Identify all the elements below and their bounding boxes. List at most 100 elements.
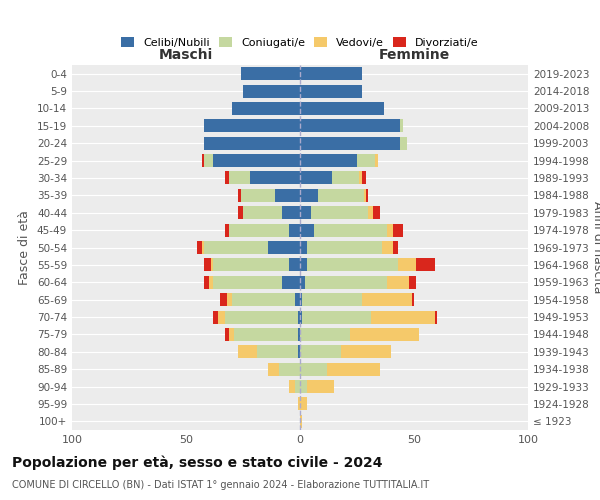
Bar — [211, 258, 214, 272]
Bar — [234, 328, 298, 341]
Bar — [350, 328, 419, 341]
Bar — [280, 362, 300, 376]
Bar — [300, 328, 350, 341]
Bar — [197, 241, 202, 254]
Bar — [300, 362, 328, 376]
Bar — [268, 362, 280, 376]
Bar — [214, 154, 300, 167]
Bar — [394, 224, 403, 236]
Bar — [398, 258, 416, 272]
Bar — [332, 172, 359, 184]
Bar — [218, 310, 225, 324]
Y-axis label: Fasce di età: Fasce di età — [19, 210, 31, 285]
Text: COMUNE DI CIRCELLO (BN) - Dati ISTAT 1° gennaio 2024 - Elaborazione TUTTITALIA.I: COMUNE DI CIRCELLO (BN) - Dati ISTAT 1° … — [12, 480, 429, 490]
Text: Maschi: Maschi — [159, 48, 213, 62]
Bar — [300, 154, 357, 167]
Y-axis label: Anni di nascita: Anni di nascita — [590, 201, 600, 294]
Bar — [295, 380, 300, 393]
Bar — [204, 241, 268, 254]
Bar — [386, 276, 409, 289]
Bar — [241, 67, 300, 80]
Bar — [416, 258, 434, 272]
Bar — [314, 224, 386, 236]
Bar — [229, 172, 250, 184]
Bar — [289, 224, 300, 236]
Bar — [302, 293, 362, 306]
Bar — [227, 293, 232, 306]
Bar — [300, 136, 400, 149]
Bar — [300, 84, 362, 98]
Bar — [300, 293, 302, 306]
Bar — [298, 328, 300, 341]
Bar — [328, 362, 380, 376]
Bar — [268, 241, 300, 254]
Bar — [220, 293, 227, 306]
Bar — [368, 206, 373, 220]
Bar — [409, 276, 416, 289]
Text: Popolazione per età, sesso e stato civile - 2024: Popolazione per età, sesso e stato civil… — [12, 455, 383, 469]
Bar — [243, 84, 300, 98]
Bar — [298, 310, 300, 324]
Bar — [300, 224, 314, 236]
Bar — [275, 189, 300, 202]
Bar — [298, 346, 300, 358]
Bar — [366, 189, 368, 202]
Bar — [434, 310, 437, 324]
Bar — [412, 293, 414, 306]
Bar — [300, 276, 305, 289]
Bar — [300, 310, 302, 324]
Bar — [375, 154, 377, 167]
Bar — [214, 310, 218, 324]
Bar — [307, 258, 398, 272]
Bar — [311, 206, 368, 220]
Bar — [300, 241, 307, 254]
Bar — [341, 346, 391, 358]
Bar — [300, 346, 341, 358]
Bar — [204, 136, 300, 149]
Bar — [204, 258, 211, 272]
Bar — [204, 120, 300, 132]
Bar — [362, 293, 412, 306]
Bar — [298, 398, 300, 410]
Bar — [386, 224, 394, 236]
Bar — [225, 172, 229, 184]
Bar — [371, 310, 434, 324]
Bar — [241, 189, 275, 202]
Bar — [232, 293, 295, 306]
Bar — [238, 189, 241, 202]
Bar — [382, 241, 394, 254]
Bar — [229, 224, 289, 236]
Text: Femmine: Femmine — [379, 48, 449, 62]
Bar — [305, 276, 386, 289]
Bar — [243, 206, 282, 220]
Bar — [359, 172, 362, 184]
Bar — [202, 241, 204, 254]
Bar — [289, 380, 295, 393]
Bar — [302, 310, 371, 324]
Bar — [214, 276, 282, 289]
Bar — [300, 172, 332, 184]
Bar — [225, 224, 229, 236]
Bar — [357, 154, 375, 167]
Bar — [300, 415, 302, 428]
Bar — [204, 154, 214, 167]
Bar — [289, 258, 300, 272]
Bar — [364, 189, 366, 202]
Bar — [238, 206, 243, 220]
Bar — [282, 276, 300, 289]
Bar — [225, 328, 229, 341]
Bar — [400, 136, 407, 149]
Bar — [362, 172, 366, 184]
Bar — [202, 154, 204, 167]
Bar — [257, 346, 298, 358]
Bar — [300, 120, 400, 132]
Bar — [307, 241, 382, 254]
Bar — [300, 189, 318, 202]
Bar — [318, 189, 364, 202]
Bar — [282, 206, 300, 220]
Bar — [300, 102, 385, 115]
Bar — [238, 346, 257, 358]
Bar — [214, 258, 289, 272]
Bar — [307, 380, 334, 393]
Bar — [225, 310, 298, 324]
